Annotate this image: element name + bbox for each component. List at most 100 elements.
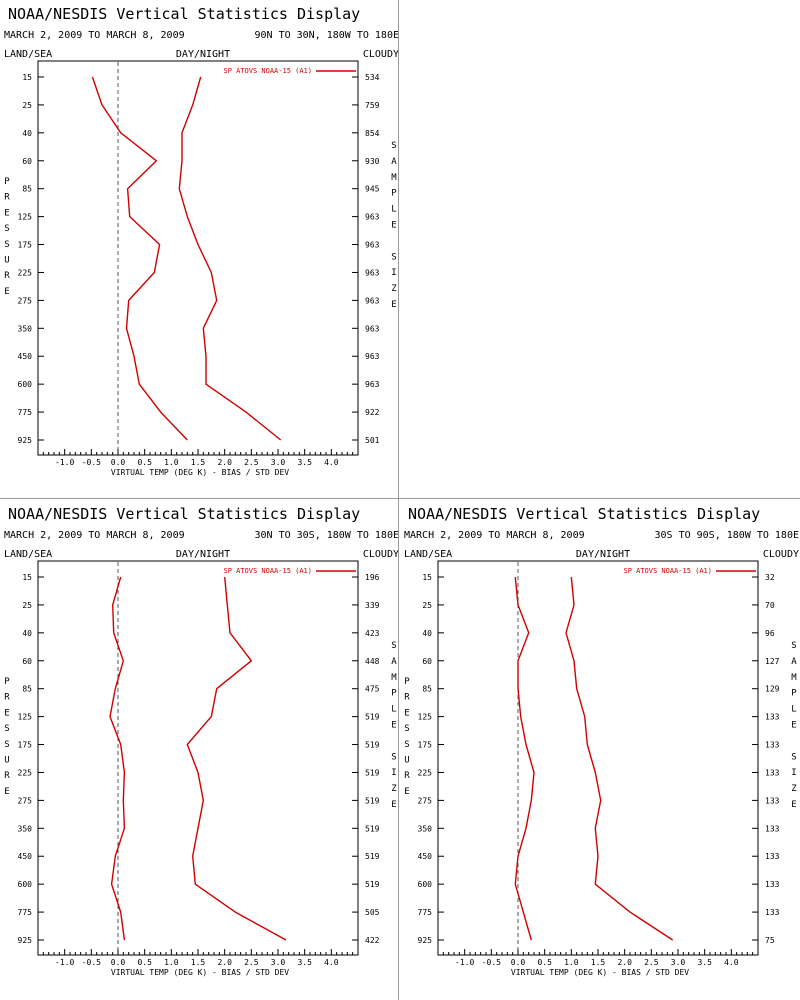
pressure-tick-label: 275: [18, 796, 33, 805]
pressure-tick-label: 775: [18, 908, 33, 917]
right-axis-label-char: A: [791, 657, 797, 667]
x-tick-label: 2.5: [244, 458, 259, 467]
sample-size-label: 519: [365, 768, 380, 777]
pressure-tick-label: 60: [422, 657, 432, 666]
sample-size-label: 519: [365, 741, 380, 750]
y-axis-label-char: R: [4, 271, 10, 281]
plot-frame: [437, 560, 759, 956]
sample-size-label: 133: [765, 852, 780, 861]
cloudy-label: CLOUDY: [763, 549, 799, 560]
sample-size-label: 519: [365, 824, 380, 833]
land-sea-label: LAND/SEA: [4, 549, 52, 560]
right-axis-label-char: S: [391, 141, 396, 151]
right-axis-label-char: E: [791, 721, 796, 731]
x-tick-label: 3.5: [297, 458, 312, 467]
pressure-tick-label: 125: [18, 213, 33, 222]
y-axis-label-char: E: [4, 787, 9, 797]
pressure-tick-label: 25: [422, 601, 432, 610]
cloudy-label: CLOUDY: [363, 549, 399, 560]
right-axis-label-char: I: [391, 768, 396, 778]
pressure-tick-label: 275: [418, 796, 433, 805]
right-axis-label-char: S: [391, 252, 396, 262]
sample-size-label: 96: [765, 629, 775, 638]
chart-title: NOAA/NESDIS Vertical Statistics Display: [408, 505, 760, 523]
x-axis-label: VIRTUAL TEMP (DEG K) - BIAS / STD DEV: [111, 468, 289, 477]
vertical-stats-panel: NOAA/NESDIS Vertical Statistics Display M…: [400, 500, 800, 1000]
panel-divider-vertical: [398, 0, 399, 1000]
sample-size-label: 945: [365, 185, 380, 194]
pressure-tick-label: 125: [418, 713, 433, 722]
chart-svg: NOAA/NESDIS Vertical Statistics Display M…: [4, 505, 399, 977]
sample-size-label: 519: [365, 880, 380, 889]
x-tick-label: 1.0: [164, 458, 179, 467]
chart-title: NOAA/NESDIS Vertical Statistics Display: [8, 5, 360, 23]
right-axis-label-char: M: [391, 173, 397, 183]
right-axis-label-char: E: [391, 800, 396, 810]
sample-size-label: 501: [365, 436, 380, 445]
chart-title: NOAA/NESDIS Vertical Statistics Display: [8, 505, 360, 523]
x-tick-label: 3.5: [697, 958, 712, 967]
sample-size-label: 70: [765, 601, 775, 610]
sample-size-label: 963: [365, 296, 380, 305]
pressure-tick-label: 600: [418, 880, 433, 889]
pressure-tick-label: 25: [22, 601, 32, 610]
x-tick-label: 2.0: [617, 958, 632, 967]
bias-series-line: [514, 576, 535, 941]
pressure-tick-label: 40: [422, 629, 432, 638]
sample-size-label: 196: [365, 573, 380, 582]
sample-size-label: 963: [365, 213, 380, 222]
right-axis-label-char: P: [791, 689, 797, 699]
pressure-tick-label: 40: [22, 129, 32, 138]
y-axis-label-char: E: [4, 287, 9, 297]
sample-size-label: 423: [365, 629, 380, 638]
x-tick-label: 0.0: [511, 958, 526, 967]
sample-size-label: 133: [765, 741, 780, 750]
y-axis-label-char: R: [404, 771, 410, 781]
pressure-tick-label: 450: [418, 852, 433, 861]
x-tick-label: 3.0: [271, 958, 286, 967]
sample-size-label: 963: [365, 324, 380, 333]
sample-size-label: 32: [765, 573, 775, 582]
date-range: MARCH 2, 2009 TO MARCH 8, 2009: [4, 30, 185, 41]
x-tick-label: -1.0: [455, 958, 474, 967]
pressure-tick-label: 175: [418, 741, 433, 750]
legend-label: SP ATOVS NOAA-15 (A1): [623, 567, 712, 575]
right-axis-label-char: E: [391, 721, 396, 731]
day-night-label: DAY/NIGHT: [576, 549, 630, 560]
pressure-tick-label: 925: [18, 436, 33, 445]
chart-svg: NOAA/NESDIS Vertical Statistics Display M…: [404, 505, 799, 977]
right-axis-label-char: M: [791, 673, 797, 683]
y-axis-label-char: R: [404, 693, 410, 703]
pressure-tick-label: 275: [18, 296, 33, 305]
right-axis-label-char: S: [391, 752, 396, 762]
region-label: 90N TO 30N, 180W TO 180E: [255, 30, 400, 41]
sample-size-label: 475: [365, 685, 380, 694]
right-axis-label-char: S: [391, 641, 396, 651]
bias-series-line: [109, 576, 126, 941]
vertical-stats-panel: NOAA/NESDIS Vertical Statistics Display M…: [0, 0, 400, 500]
x-tick-label: 0.5: [537, 958, 552, 967]
pressure-tick-label: 450: [18, 352, 33, 361]
right-axis-label-char: P: [391, 689, 397, 699]
pressure-tick-label: 15: [22, 73, 32, 82]
day-night-label: DAY/NIGHT: [176, 49, 230, 60]
sample-size-label: 448: [365, 657, 380, 666]
land-sea-label: LAND/SEA: [404, 549, 452, 560]
x-tick-label: -0.5: [482, 958, 501, 967]
right-axis-label-char: Z: [391, 784, 397, 794]
y-axis-label-char: E: [4, 208, 9, 218]
y-axis-label-char: U: [4, 256, 9, 266]
pressure-tick-label: 925: [18, 936, 33, 945]
sample-size-label: 519: [365, 713, 380, 722]
panel-divider-horizontal: [0, 498, 800, 499]
x-tick-label: 3.0: [271, 458, 286, 467]
right-axis-label-char: L: [391, 205, 396, 215]
right-axis-label-char: L: [791, 705, 796, 715]
pressure-tick-label: 15: [22, 573, 32, 582]
sample-size-label: 759: [365, 101, 380, 110]
y-axis-label-char: S: [4, 224, 9, 234]
x-tick-label: 2.5: [244, 958, 259, 967]
sample-size-label: 133: [765, 824, 780, 833]
sample-size-label: 534: [365, 73, 380, 82]
pressure-tick-label: 40: [22, 629, 32, 638]
